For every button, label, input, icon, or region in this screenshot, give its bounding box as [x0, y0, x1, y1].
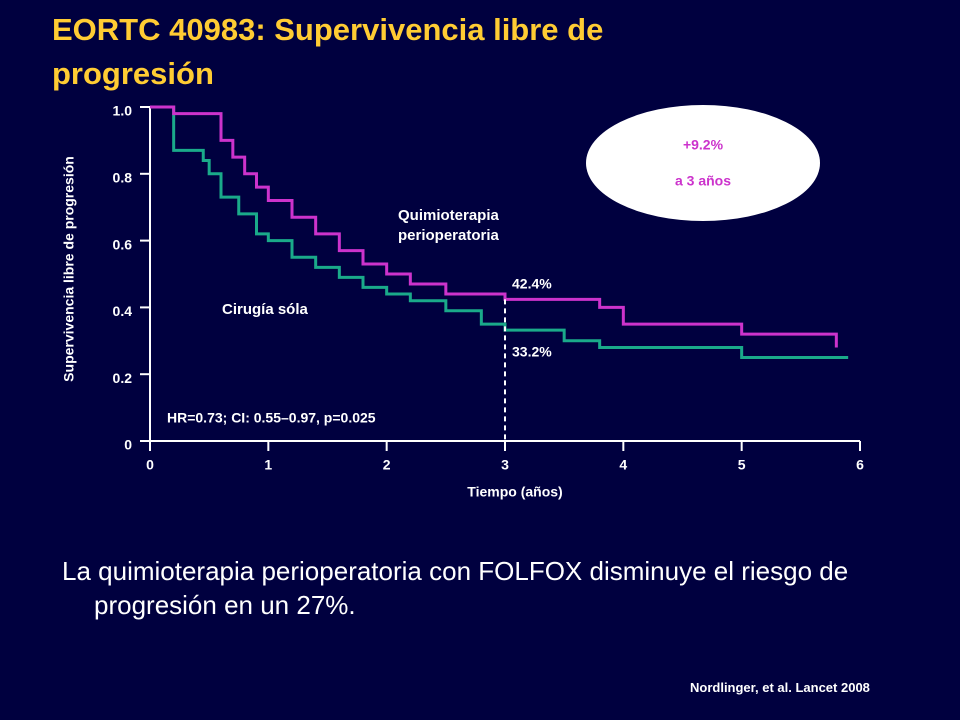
callout-bubble: [586, 105, 820, 221]
callout-text: a 3 años: [675, 173, 731, 189]
y-tick-label: 0.6: [113, 236, 133, 252]
annotation: 33.2%: [512, 344, 552, 360]
chart-title: EORTC 40983: Supervivencia libre de prog…: [52, 12, 604, 91]
survival-curve: [150, 105, 849, 359]
x-tick-label: 3: [501, 457, 509, 473]
y-tick-label: 0: [124, 437, 132, 453]
body-text: La quimioterapia perioperatoria con FOLF…: [62, 556, 849, 620]
x-tick-label: 5: [738, 457, 746, 473]
series-label: Cirugía sóla: [222, 301, 308, 318]
y-axis-label: Supervivencia libre de progresión: [61, 156, 77, 382]
x-tick-label: 2: [383, 457, 391, 473]
y-tick-label: 0.4: [113, 303, 133, 319]
annotation: 42.4%: [512, 276, 552, 292]
y-tick-label: 0.8: [113, 170, 133, 186]
annotation: HR=0.73; CI: 0.55–0.97, p=0.025: [167, 410, 376, 426]
x-tick-label: 6: [856, 457, 864, 473]
x-tick-label: 1: [264, 457, 272, 473]
x-tick-label: 4: [619, 457, 627, 473]
callout-text: +9.2%: [683, 137, 724, 153]
citation: Nordlinger, et al. Lancet 2008: [690, 680, 870, 695]
x-axis-label: Tiempo (años): [467, 484, 562, 500]
y-tick-label: 1.0: [113, 103, 133, 119]
survival-curve: [150, 105, 838, 348]
y-tick-label: 0.2: [113, 370, 133, 386]
series-label: Quimioterapia perioperatoria: [398, 207, 499, 244]
x-tick-label: 0: [146, 457, 154, 473]
